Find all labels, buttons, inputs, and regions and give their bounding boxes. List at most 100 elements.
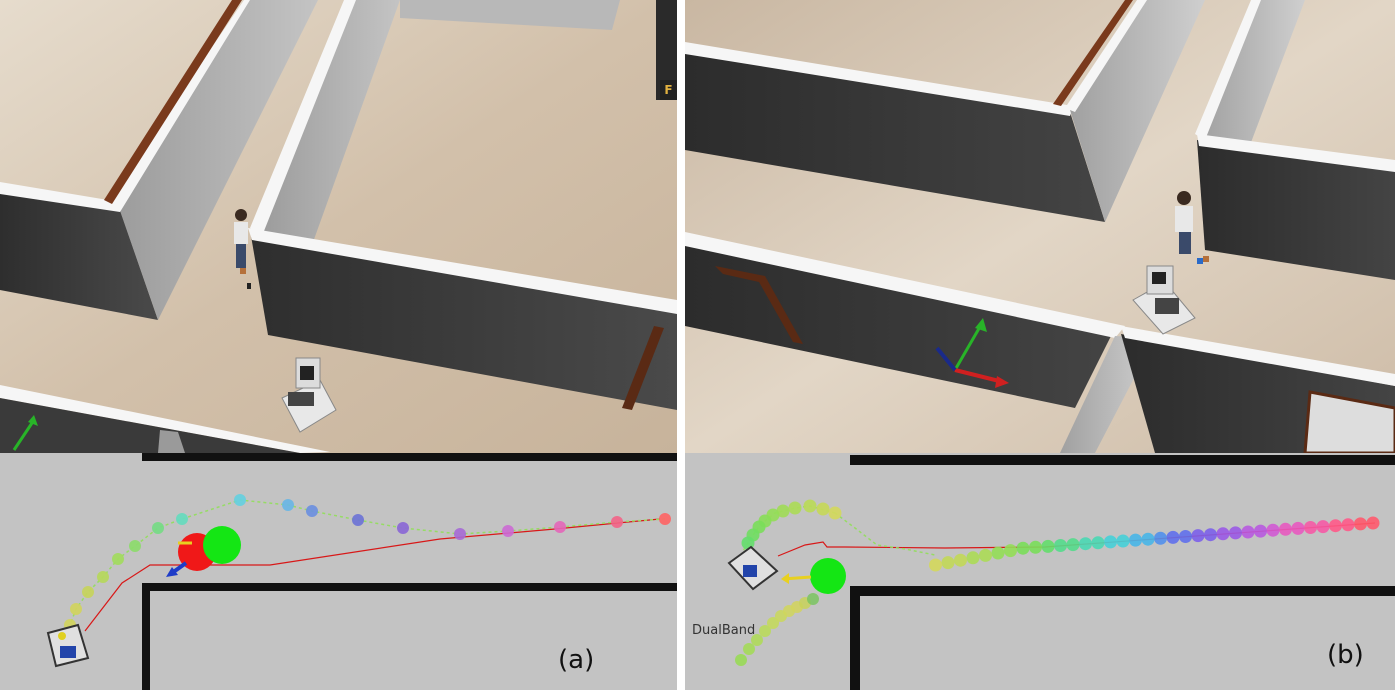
wall-left-dark bbox=[0, 190, 158, 320]
panel-divider bbox=[677, 0, 685, 690]
trail-point bbox=[776, 504, 790, 518]
robot-icon bbox=[727, 545, 779, 591]
wall-top-cap bbox=[685, 42, 1073, 116]
trail-point bbox=[282, 499, 294, 511]
trail-point bbox=[788, 501, 802, 515]
trail-point bbox=[1191, 529, 1205, 543]
wall-center-top bbox=[248, 228, 677, 314]
trail-point bbox=[152, 522, 164, 534]
panel-a: F (a) bbox=[0, 0, 677, 690]
trail-point bbox=[1316, 520, 1330, 534]
trail-point bbox=[1141, 532, 1155, 546]
wall-bottom-dark bbox=[0, 398, 300, 453]
trail-point bbox=[1279, 522, 1292, 536]
wall-lower-dark bbox=[685, 240, 1115, 408]
panel-a-map: (a) bbox=[0, 453, 677, 690]
trail-point bbox=[1129, 533, 1142, 547]
trail-point bbox=[966, 551, 980, 565]
trail-point bbox=[991, 546, 1005, 560]
map-wall-top bbox=[142, 453, 677, 461]
trail-point bbox=[1054, 539, 1067, 552]
trail-point bbox=[1166, 530, 1180, 544]
trail-point bbox=[1079, 537, 1092, 551]
trail-point bbox=[1041, 539, 1055, 553]
trail-point bbox=[129, 540, 141, 552]
axis-green bbox=[12, 419, 36, 451]
map-wall-vertical bbox=[142, 583, 150, 690]
wall-middle-grey bbox=[262, 0, 400, 245]
trail-point bbox=[176, 513, 188, 525]
trail-point bbox=[1341, 518, 1355, 532]
wall-corner-cap bbox=[1065, 0, 1147, 112]
trail-point bbox=[70, 603, 82, 615]
caption-b: (b) bbox=[1327, 640, 1364, 670]
person-marker-green bbox=[810, 558, 846, 594]
trail-point bbox=[1016, 541, 1030, 555]
trail-point bbox=[554, 521, 566, 533]
door-right bbox=[622, 326, 664, 410]
trail-point bbox=[611, 516, 623, 528]
trail-point bbox=[352, 514, 364, 526]
robot-icon bbox=[46, 623, 90, 668]
wall-right-cap bbox=[1195, 0, 1261, 140]
trail-point bbox=[828, 506, 842, 520]
trail-point bbox=[1029, 540, 1042, 554]
door-frame-top bbox=[1053, 0, 1133, 106]
trail-point bbox=[1204, 528, 1217, 542]
trail-point bbox=[1291, 521, 1305, 535]
door-bottom-right bbox=[1303, 390, 1395, 453]
trail-point bbox=[816, 502, 830, 516]
map-label-dualband: DualBand bbox=[692, 623, 756, 638]
robot bbox=[281, 357, 337, 433]
wall-center-dark bbox=[250, 230, 677, 410]
trail-point bbox=[1354, 517, 1367, 531]
wall-lower-cap bbox=[685, 232, 1125, 338]
trail-point bbox=[1091, 536, 1105, 550]
trail-point bbox=[306, 505, 318, 517]
trail-point bbox=[1004, 544, 1017, 558]
person bbox=[234, 209, 251, 289]
trail-point bbox=[234, 494, 246, 506]
panel-a-3d-view bbox=[0, 0, 677, 453]
trail-point bbox=[954, 553, 967, 567]
wall-middle-top bbox=[250, 0, 356, 236]
caption-a: (a) bbox=[558, 645, 595, 675]
predicted-trail-b bbox=[741, 499, 1380, 572]
door-left bbox=[715, 266, 803, 344]
person bbox=[1175, 191, 1209, 264]
trail-point bbox=[1154, 531, 1167, 545]
wall-left-grey bbox=[118, 0, 318, 320]
trail-point bbox=[659, 513, 671, 525]
trail-point bbox=[803, 499, 817, 513]
trail-point bbox=[1304, 521, 1317, 534]
trail-point bbox=[1254, 524, 1267, 538]
trail-point bbox=[454, 528, 466, 540]
trail-point bbox=[1216, 527, 1230, 541]
map-wall-corridor bbox=[142, 583, 677, 591]
trail-point bbox=[397, 522, 409, 534]
wall-right-grey bbox=[1200, 0, 1305, 145]
axis-red-head bbox=[995, 376, 1009, 388]
trail-point bbox=[82, 586, 94, 598]
trail-point bbox=[1116, 534, 1130, 548]
trail-point bbox=[1366, 516, 1380, 530]
wall-lower-right-cap bbox=[1121, 326, 1395, 386]
wall-right-dark bbox=[1197, 140, 1395, 280]
panel-b-map: DualBand (b) bbox=[685, 453, 1395, 690]
person-heading-arrowhead bbox=[166, 567, 178, 577]
trail-point bbox=[979, 548, 992, 562]
panel-b-map-canvas bbox=[727, 455, 1395, 690]
trail-point bbox=[1241, 525, 1255, 539]
wall-left-top bbox=[0, 0, 250, 212]
trail-point bbox=[1179, 530, 1192, 543]
predicted-trail-line bbox=[736, 505, 836, 564]
trail-point bbox=[929, 558, 942, 572]
predicted-trail-b-branch bbox=[735, 593, 819, 666]
predicted-trail-line-2 bbox=[834, 512, 936, 556]
robot-heading-arrowhead bbox=[781, 573, 789, 584]
panel-a-map-canvas bbox=[46, 453, 677, 690]
trail-point bbox=[941, 556, 955, 570]
person-marker-green bbox=[203, 526, 241, 564]
trail-point bbox=[502, 525, 514, 537]
map-wall-vertical bbox=[850, 586, 860, 690]
